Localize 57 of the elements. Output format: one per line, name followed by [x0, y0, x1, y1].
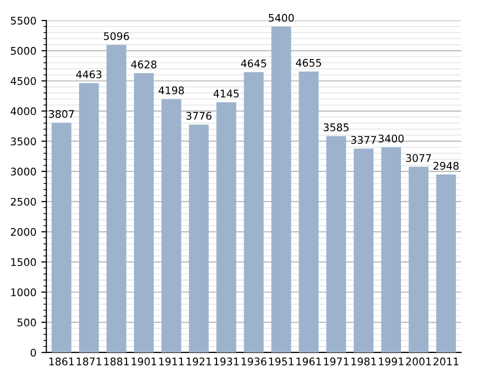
y-tick-label: 4000	[10, 107, 36, 116]
y-tick-label: 5000	[10, 46, 36, 55]
y-tick-label: 4500	[10, 77, 36, 85]
x-tick-label: 1861	[49, 358, 74, 366]
data-label: 3776	[186, 112, 212, 120]
data-label: 4198	[158, 86, 184, 94]
bar	[381, 147, 401, 352]
bar	[326, 136, 346, 352]
y-tick-label: 0	[30, 348, 36, 357]
y-tick-label: 2500	[10, 198, 36, 206]
x-tick-label: 1991	[379, 358, 404, 366]
bar	[216, 102, 236, 352]
data-label: 4645	[241, 59, 266, 68]
data-label: 3077	[406, 154, 431, 162]
bar	[52, 122, 72, 352]
data-label: 5096	[104, 32, 130, 40]
data-label: 4655	[296, 58, 322, 67]
bar	[79, 83, 99, 352]
y-tick-label: 3000	[10, 168, 36, 176]
data-label: 4628	[131, 60, 156, 68]
bar	[408, 166, 428, 352]
bar	[106, 44, 126, 352]
data-label: 3400	[378, 134, 404, 142]
x-tick-label: 1971	[324, 358, 348, 366]
bar	[134, 73, 154, 352]
y-tick-label: 5500	[10, 16, 36, 25]
y-tick-label: 1000	[11, 288, 36, 296]
data-label: 3807	[49, 110, 74, 118]
data-label: 4463	[76, 70, 102, 78]
x-tick-label: 1871	[76, 358, 102, 366]
bar	[354, 148, 374, 352]
x-tick-label: 1961	[296, 358, 321, 366]
y-tick-label: 500	[18, 318, 36, 326]
y-tick-label: 1500	[11, 258, 36, 266]
data-label: 2948	[434, 162, 459, 170]
data-label: 4145	[214, 90, 239, 98]
x-tick-label: 1921	[186, 358, 212, 366]
bar	[244, 72, 264, 352]
x-tick-label: 1931	[214, 358, 239, 366]
x-tick-label: 1911	[159, 358, 184, 366]
x-tick-label: 1951	[269, 358, 294, 366]
bar	[188, 124, 209, 352]
x-tick-label: 2011	[434, 358, 458, 366]
y-tick-label: 2000	[10, 228, 36, 236]
data-label: 3377	[351, 136, 376, 144]
x-tick-label: 1936	[242, 358, 266, 366]
x-tick-label: 1881	[104, 358, 129, 366]
bar	[436, 174, 456, 352]
y-tick-label: 3500	[10, 137, 36, 146]
bar	[298, 72, 319, 352]
x-tick-label: 2001	[406, 358, 431, 366]
bar	[271, 26, 292, 352]
data-label: 3585	[324, 123, 349, 132]
x-tick-label: 1901	[132, 358, 156, 366]
bar	[161, 99, 182, 352]
data-label: 5400	[268, 14, 294, 22]
x-tick-label: 1981	[352, 358, 376, 366]
